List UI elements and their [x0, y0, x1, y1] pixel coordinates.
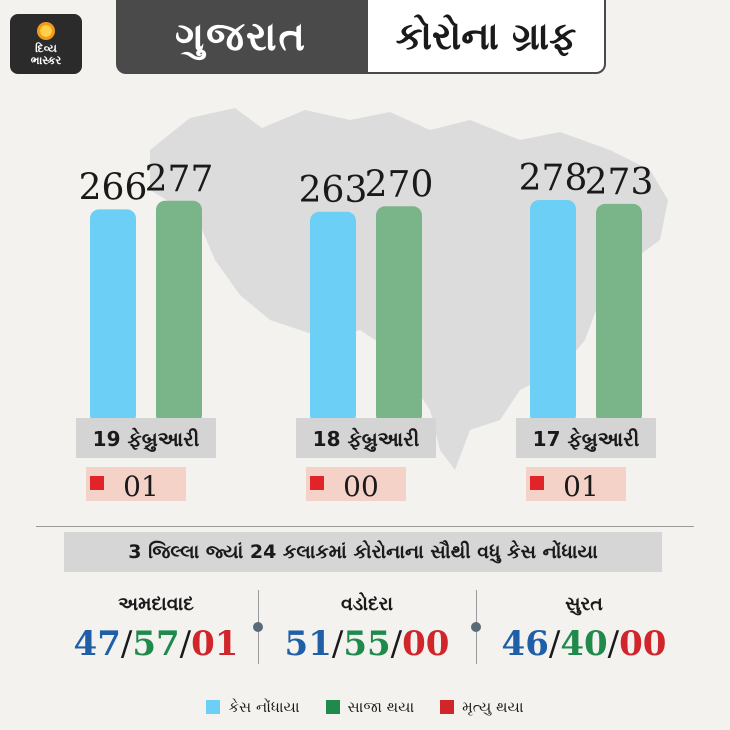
district-cases: 46	[501, 624, 549, 664]
district-name: સુરત	[565, 593, 603, 615]
legend: કેસ નોંધાયા સાજા થયા મૃત્યુ થયા	[0, 694, 730, 720]
death-marker	[90, 476, 104, 490]
districts-section: અમદાવાદ 47/57/01 વડોદરા 51/55/00 સુરત 46…	[0, 590, 730, 680]
district-cases: 47	[73, 624, 121, 664]
death-marker	[530, 476, 544, 490]
district-deaths: 00	[619, 624, 667, 664]
date-label-box	[516, 418, 656, 458]
district-cases: 51	[284, 624, 332, 664]
legend-label: મૃત્યુ થયા	[462, 698, 524, 716]
bar-value-label: 278	[519, 158, 588, 199]
brand-logo: દિવ્ય ભાસ્કર	[10, 14, 82, 74]
district-ahmedabad: અમદાવાદ 47/57/01	[46, 590, 266, 664]
header-chart-title: કોરોના ગ્રાફ	[366, 0, 606, 74]
sun-icon	[37, 21, 55, 40]
district-deaths: 01	[191, 624, 239, 664]
death-value: 01	[563, 470, 599, 503]
district-stats: 47/57/01	[73, 624, 239, 664]
bar-value-label: 263	[299, 170, 368, 211]
brand-line2: ભાસ્કર	[30, 53, 62, 67]
death-marker	[310, 476, 324, 490]
bar-recovered	[596, 203, 642, 424]
divider	[36, 526, 694, 527]
district-recovered: 57	[132, 624, 180, 664]
date-label: 17 ફેબ્રુઆરી	[533, 427, 640, 452]
district-deaths: 00	[402, 624, 450, 664]
district-name: વડોદરા	[340, 593, 394, 615]
legend-swatch-deaths	[440, 700, 455, 714]
legend-item-recovered: સાજા થયા	[325, 698, 415, 716]
header-region-title: ગુજરાત	[116, 0, 366, 74]
death-value: 01	[123, 470, 159, 503]
date-label-box	[296, 418, 436, 458]
bar-cases	[90, 209, 136, 424]
district-vadodara: વડોદરા 51/55/00	[257, 590, 477, 664]
date-label: 18 ફેબ્રુઆરી	[313, 427, 420, 452]
district-name: અમદાવાદ	[118, 593, 194, 615]
bar-cases	[310, 211, 356, 424]
district-recovered: 40	[560, 624, 608, 664]
death-value: 00	[343, 470, 379, 503]
brand-line1: દિવ્ય	[35, 41, 57, 55]
divider-dot	[253, 622, 263, 632]
legend-swatch-cases	[206, 700, 221, 714]
bar-value-label: 270	[365, 164, 434, 205]
bar-recovered	[376, 206, 422, 424]
bar-value-label: 266	[79, 167, 148, 208]
district-surat: સુરત 46/40/00	[474, 590, 694, 664]
legend-label: સાજા થયા	[347, 698, 415, 716]
district-stats: 51/55/00	[284, 624, 450, 664]
district-recovered: 55	[343, 624, 391, 664]
bar-value-label: 277	[145, 159, 214, 200]
date-label-box	[76, 418, 216, 458]
bar-recovered	[156, 200, 202, 424]
date-label: 19 ફેબ્રુઆરી	[93, 427, 200, 452]
districts-subtitle: 3 જિલ્લા જ્યાં 24 કલાકમાં કોરોનાના સૌથી …	[64, 532, 662, 572]
bar-cases	[530, 200, 576, 424]
legend-swatch-recovered	[325, 700, 340, 714]
divider-dot	[471, 622, 481, 632]
legend-item-cases: કેસ નોંધાયા	[206, 698, 300, 716]
legend-label: કેસ નોંધાયા	[228, 698, 300, 716]
district-stats: 46/40/00	[501, 624, 667, 664]
legend-item-deaths: મૃત્યુ થયા	[440, 698, 524, 716]
bar-value-label: 273	[585, 162, 654, 203]
